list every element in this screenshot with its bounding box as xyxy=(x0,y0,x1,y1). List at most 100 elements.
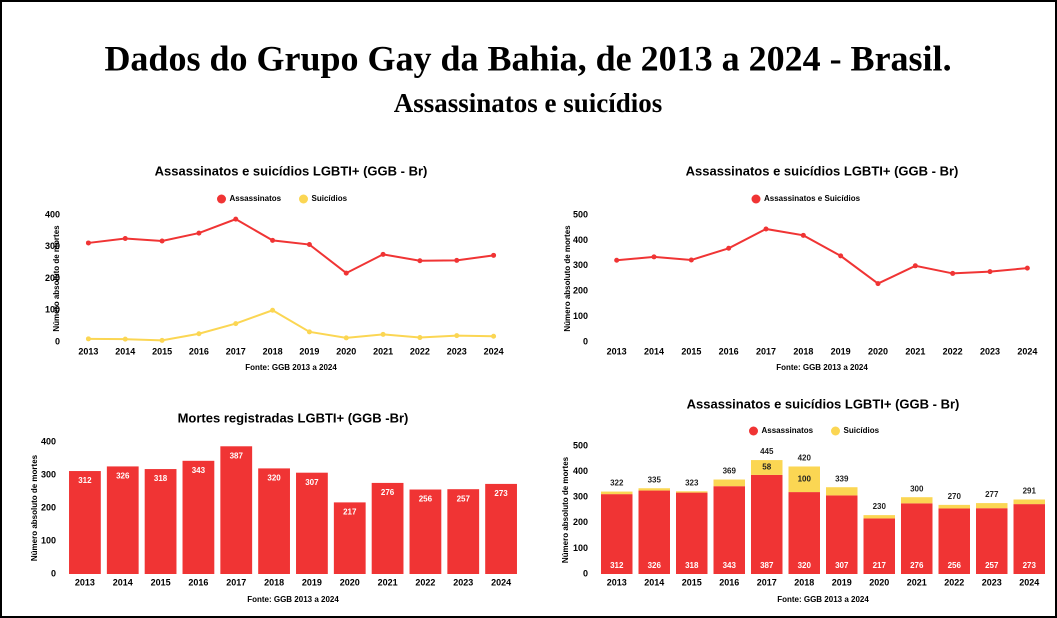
point xyxy=(196,331,202,337)
y-tick-label: 0 xyxy=(51,568,56,578)
x-tick-label: 2021 xyxy=(378,577,398,587)
bar-segment xyxy=(601,494,633,574)
legend-swatch xyxy=(749,426,758,436)
legend-label: Assassinatos xyxy=(762,426,814,435)
x-tick-label: 2015 xyxy=(152,346,172,356)
total-label: 300 xyxy=(910,484,924,493)
data-label: 387 xyxy=(230,451,244,460)
bar-segment xyxy=(976,503,1008,509)
x-tick-label: 2020 xyxy=(868,346,888,356)
bar-segment xyxy=(788,466,820,493)
line xyxy=(616,227,1028,285)
point xyxy=(343,335,349,341)
data-label: 326 xyxy=(116,472,130,481)
x-tick-label: 2015 xyxy=(151,577,171,587)
y-axis-label: Número absoluto de mortes xyxy=(52,225,61,332)
data-label: 318 xyxy=(154,474,168,483)
x-tick-label: 2020 xyxy=(869,577,889,587)
data-label: 320 xyxy=(798,561,812,570)
data-label: 100 xyxy=(798,474,812,483)
line xyxy=(88,218,494,275)
y-tick-label: 100 xyxy=(573,311,588,321)
point xyxy=(380,331,386,337)
source: Fonte: GGB 2013 a 2024 xyxy=(247,595,339,604)
y-axis-label: Número absoluto de mortes xyxy=(30,454,39,561)
data-label: 307 xyxy=(835,561,849,570)
total-label: 335 xyxy=(648,475,662,484)
x-tick-label: 2024 xyxy=(484,346,504,356)
bar-segment xyxy=(1013,504,1045,574)
total-label: 445 xyxy=(760,447,774,456)
point xyxy=(763,226,769,232)
point xyxy=(233,216,239,222)
legend-label: Assassinatos xyxy=(230,194,282,203)
data-label: 312 xyxy=(78,476,92,485)
legend-label: Assassinatos e Suicídios xyxy=(764,194,861,203)
point xyxy=(343,270,349,276)
bar-segment xyxy=(751,460,783,475)
x-tick-label: 2014 xyxy=(644,346,664,356)
x-tick-label: 2015 xyxy=(681,346,701,356)
data-label: 343 xyxy=(723,561,737,570)
x-tick-label: 2021 xyxy=(373,346,393,356)
data-label: 256 xyxy=(948,561,962,570)
total-label: 270 xyxy=(948,492,962,501)
data-label: 276 xyxy=(910,561,924,570)
bar xyxy=(296,472,328,574)
x-tick-label: 2016 xyxy=(188,577,208,587)
data-label: 273 xyxy=(1023,561,1037,570)
bar-segment xyxy=(901,497,933,504)
y-tick-label: 400 xyxy=(45,209,60,219)
point xyxy=(800,232,806,238)
y-tick-label: 400 xyxy=(41,436,56,446)
x-tick-label: 2015 xyxy=(682,577,702,587)
bar xyxy=(258,468,290,574)
x-tick-label: 2019 xyxy=(832,577,852,587)
data-label: 387 xyxy=(760,561,774,570)
data-label: 312 xyxy=(610,561,624,570)
x-tick-label: 2021 xyxy=(905,346,925,356)
x-tick-label: 2016 xyxy=(719,346,739,356)
bar-segment xyxy=(863,518,895,574)
x-tick-label: 2024 xyxy=(1017,346,1037,356)
data-label: 256 xyxy=(419,495,433,504)
x-tick-label: 2014 xyxy=(644,577,664,587)
point xyxy=(454,257,460,263)
point xyxy=(875,281,881,287)
point xyxy=(306,242,312,248)
line xyxy=(88,309,494,342)
bar-segment xyxy=(676,492,708,574)
y-tick-label: 500 xyxy=(573,209,588,219)
total-label: 369 xyxy=(723,467,737,476)
x-tick-label: 2023 xyxy=(453,577,473,587)
point xyxy=(380,251,386,257)
bar-segment xyxy=(638,488,670,491)
x-tick-label: 2019 xyxy=(302,577,322,587)
legend-label: Suicídios xyxy=(844,426,880,435)
point xyxy=(196,230,202,236)
bar-segment xyxy=(713,479,745,487)
x-tick-label: 2018 xyxy=(793,346,813,356)
legend-swatch xyxy=(751,194,761,204)
x-tick-label: 2016 xyxy=(189,346,209,356)
point xyxy=(950,270,956,276)
total-label: 323 xyxy=(685,478,699,487)
point xyxy=(838,253,844,259)
bar xyxy=(409,489,442,574)
total-label: 291 xyxy=(1023,487,1037,496)
y-tick-label: 200 xyxy=(41,502,56,512)
point xyxy=(270,237,276,243)
x-tick-label: 2021 xyxy=(907,577,927,587)
y-tick-label: 0 xyxy=(55,336,60,346)
data-label: 276 xyxy=(381,488,395,497)
x-tick-label: 2023 xyxy=(982,577,1002,587)
x-tick-label: 2017 xyxy=(226,346,246,356)
bar-segment xyxy=(901,503,933,574)
legend-swatch xyxy=(217,194,226,204)
source: Fonte: GGB 2013 a 2024 xyxy=(245,363,337,372)
x-tick-label: 2014 xyxy=(113,577,133,587)
point xyxy=(987,269,993,275)
x-tick-label: 2013 xyxy=(75,577,95,587)
point xyxy=(454,333,460,339)
